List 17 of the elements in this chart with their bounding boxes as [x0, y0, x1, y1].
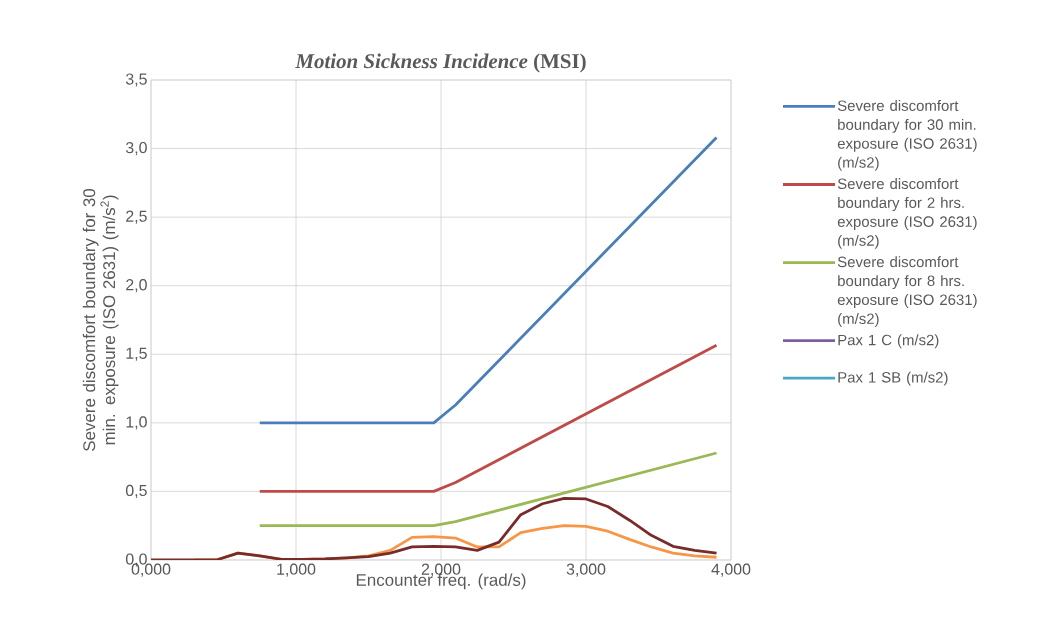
y-tick-label: 1,0	[126, 416, 147, 430]
legend-label: Severe discomfort boundary for 30 min. exposure (ISO 2631) (m/s2)	[837, 100, 977, 171]
x-tick-label: 4,000	[711, 563, 751, 577]
y-axis-title: Severe discomfort boundary for 30 min. exposure (ISO 2631) (m/s$^{2}$)	[82, 188, 119, 452]
y-tick-label: 2,5	[126, 210, 147, 224]
chart-title: Motion Sickness Incidence (MSI)	[295, 53, 586, 73]
y-tick-label: 3,5	[125, 73, 147, 87]
y-tick-label: 3,0	[125, 141, 147, 156]
x-tick-label: 3,000	[566, 563, 606, 577]
legend-label: Severe discomfort boundary for 2 hrs. exposure (ISO 2631) (m/s2)	[837, 178, 977, 249]
y-tick-label: 0,5	[125, 484, 147, 498]
y-tick-label: 1,5	[126, 347, 147, 361]
y-tick-label: 2,0	[126, 279, 147, 293]
legend-label: Pax 1 C (m/s2)	[838, 334, 939, 349]
legend-label: Pax 1 SB (m/s2)	[838, 371, 948, 386]
x-tick-label: 1,000	[277, 563, 316, 577]
legend-label: Severe discomfort boundary for 8 hrs. exposure (ISO 2631) (m/s2)	[837, 256, 977, 327]
